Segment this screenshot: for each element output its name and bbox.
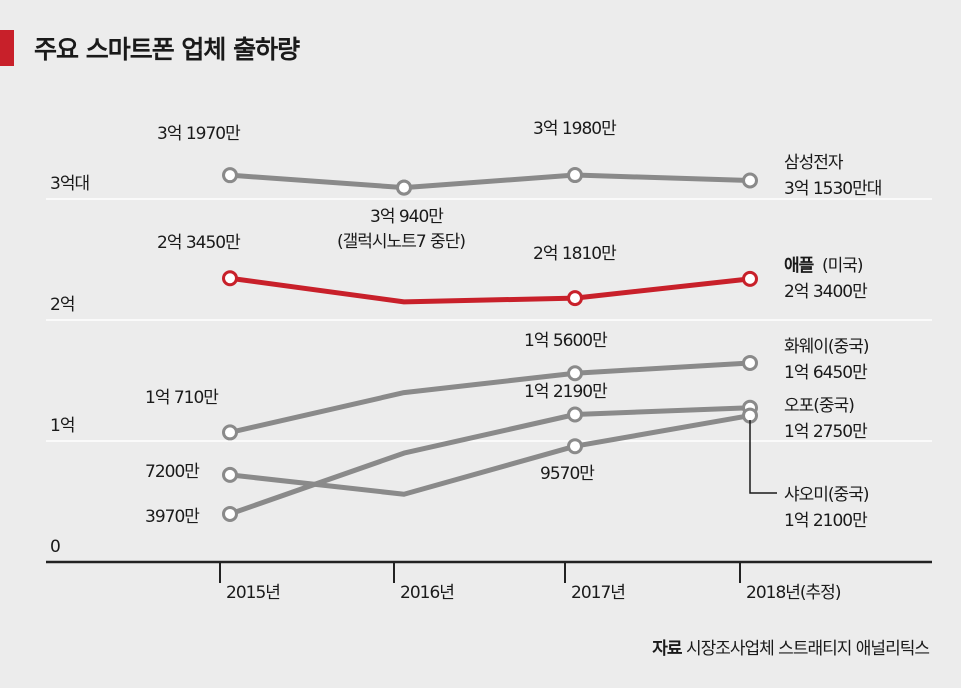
data-point [222, 270, 238, 287]
series-end-value: 1억 6450만 [784, 363, 868, 383]
x-tick-label: 2018년(추정) [746, 583, 841, 603]
data-point [222, 424, 238, 441]
series-end-label: 애플 [784, 256, 815, 276]
data-point [567, 167, 583, 184]
data-label: 3억 1980만 [533, 119, 617, 139]
data-point [567, 290, 583, 307]
data-label: 3억 940만 [370, 207, 444, 227]
series-line-0 [229, 172, 751, 191]
series-line-1 [229, 275, 751, 305]
series-end-value: 2억 3400만 [784, 282, 868, 302]
chart-title: 주요 스마트폰 업체 출하량 [34, 35, 300, 64]
data-label: 1억 710만 [145, 388, 219, 408]
y-tick-label: 2억 [50, 295, 74, 315]
x-tick-label: 2015년 [226, 583, 280, 603]
series-end-value: 1억 2750만 [784, 422, 868, 442]
series-end-value: 1억 2100만 [784, 511, 868, 531]
data-point [742, 270, 758, 287]
series-line-2 [229, 360, 751, 435]
data-label: (갤럭시노트7 중단) [337, 232, 465, 252]
data-label: 1억 2190만 [524, 382, 608, 402]
y-tick-label: 1억 [50, 416, 74, 436]
data-point [742, 354, 758, 371]
data-point [222, 466, 238, 483]
data-point [567, 406, 583, 423]
data-point [567, 365, 583, 382]
y-tick-label: 0 [50, 537, 60, 557]
data-label: 2억 1810만 [533, 244, 617, 264]
series-end-label: 삼성전자 [784, 153, 844, 173]
data-point [567, 438, 583, 455]
data-label: 3970만 [145, 507, 200, 527]
series-line-4 [229, 413, 751, 497]
series-end-value: 3억 1530만대 [784, 179, 881, 199]
data-label: 7200만 [145, 462, 200, 482]
source-text: 시장조사업체 스트래티지 애널리틱스 [685, 639, 930, 659]
series-end-label: 화웨이(중국) [784, 337, 869, 357]
y-tick-label: 3억대 [50, 174, 89, 194]
data-point [222, 167, 238, 184]
series-end-label: (미국) [822, 256, 863, 276]
x-tick-label: 2016년 [400, 583, 454, 603]
series-end-label: 샤오미(중국) [784, 485, 869, 505]
leader-line [749, 420, 777, 494]
x-tick-label: 2017년 [571, 583, 625, 603]
source-note: 자료 시장조사업체 스트래티지 애널리틱스 [652, 634, 930, 659]
source-label: 자료 [652, 639, 682, 659]
data-label: 9570만 [540, 464, 595, 484]
series-line-3 [229, 405, 751, 517]
data-label: 3억 1970만 [157, 124, 241, 144]
data-point [742, 172, 758, 189]
series-end-label: 오포(중국) [784, 396, 854, 416]
data-point [396, 179, 412, 196]
data-point [222, 505, 238, 522]
data-label: 1억 5600만 [524, 331, 608, 351]
title-accent-bar [0, 30, 14, 66]
data-label: 2억 3450만 [157, 233, 241, 253]
